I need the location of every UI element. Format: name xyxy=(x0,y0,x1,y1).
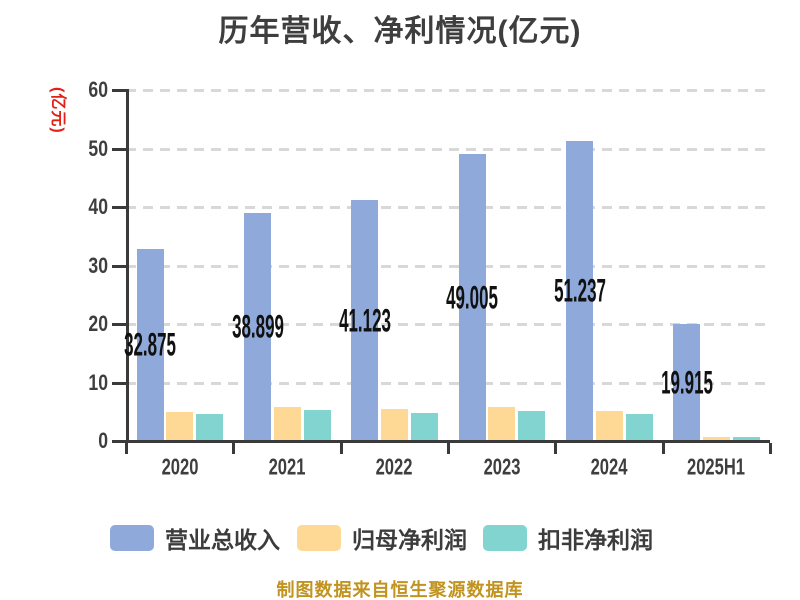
x-tick-label-2024: 2024 xyxy=(590,453,628,480)
bar-net-profit-2023 xyxy=(488,407,516,441)
bar-deducted-net-profit-2024 xyxy=(625,414,653,441)
y-tick-label: 20 xyxy=(88,311,108,336)
bar-revenue-2023 xyxy=(458,154,486,441)
bar-net-profit-2025H1 xyxy=(702,437,730,441)
x-axis-tick xyxy=(447,443,450,454)
bar-revenue-2025H1 xyxy=(673,324,701,441)
bar-deducted-net-profit-2021 xyxy=(303,410,331,441)
gridline xyxy=(126,381,770,385)
legend-label-deducted-net-profit: 扣非净利润 xyxy=(538,527,653,553)
y-tick-label: 30 xyxy=(88,252,108,278)
y-axis-tick xyxy=(112,381,126,385)
x-axis-tick xyxy=(554,443,558,454)
x-tick-label-2025H1: 2025H1 xyxy=(687,453,746,480)
y-tick-label: 40 xyxy=(88,194,108,219)
value-label-2025H1: 19.915 xyxy=(660,364,713,401)
y-axis-tick xyxy=(112,206,126,209)
y-tick-label: 0 xyxy=(98,428,108,453)
legend-item-deducted-net-profit: 扣非净利润 xyxy=(483,521,653,555)
gridline xyxy=(126,264,770,268)
x-axis-tick xyxy=(769,443,772,454)
value-label-2021: 38.899 xyxy=(231,308,284,345)
y-tick-label: 10 xyxy=(88,369,108,395)
y-axis-tick xyxy=(112,323,126,326)
value-label-2020: 32.875 xyxy=(124,326,177,363)
legend-swatch-net-profit xyxy=(297,525,341,551)
legend-swatch-deducted-net-profit xyxy=(483,525,527,551)
bar-deducted-net-profit-2023 xyxy=(518,411,546,441)
y-tick-label: 60 xyxy=(88,77,108,102)
gridline xyxy=(126,89,770,92)
bar-net-profit-2020 xyxy=(166,412,194,441)
x-tick-label-2021: 2021 xyxy=(268,453,306,480)
bar-revenue-2021 xyxy=(244,213,271,441)
value-label-2024: 51.237 xyxy=(553,272,606,309)
data-source-note: 制图数据来自恒生聚源数据库 xyxy=(276,580,524,600)
x-axis-tick xyxy=(339,443,343,454)
value-label-2023: 49.005 xyxy=(446,279,499,316)
legend-label-net-profit: 归母净利润 xyxy=(352,527,467,553)
gridline xyxy=(126,206,770,209)
y-axis-tick xyxy=(112,264,126,268)
x-axis-tick xyxy=(661,443,665,454)
bar-net-profit-2021 xyxy=(273,407,301,441)
x-tick-label-2023: 2023 xyxy=(483,453,521,480)
bar-deducted-net-profit-2020 xyxy=(196,414,224,441)
x-tick-label-2022: 2022 xyxy=(375,453,413,480)
bar-revenue-2024 xyxy=(566,141,593,441)
legend-item-net-profit: 归母净利润 xyxy=(297,521,467,555)
x-axis-tick xyxy=(232,443,236,454)
gridline xyxy=(126,147,770,151)
legend-item-revenue: 营业总收入 xyxy=(110,521,280,555)
bar-deducted-net-profit-2025H1 xyxy=(732,437,760,441)
bar-net-profit-2022 xyxy=(380,409,408,441)
x-tick-label-2020: 2020 xyxy=(161,453,199,480)
y-axis-line xyxy=(126,89,129,443)
gridline xyxy=(126,323,770,326)
bar-revenue-2022 xyxy=(351,200,379,441)
legend-swatch-revenue xyxy=(110,525,154,551)
y-tick-label: 50 xyxy=(88,135,108,161)
bar-deducted-net-profit-2022 xyxy=(410,413,438,441)
x-axis-line xyxy=(126,440,770,443)
bar-net-profit-2024 xyxy=(595,411,623,441)
y-axis-tick xyxy=(112,440,126,443)
chart-title: 历年营收、净利情况(亿元) xyxy=(218,15,582,48)
value-label-2022: 41.123 xyxy=(338,302,391,339)
bar-revenue-2020 xyxy=(136,249,164,441)
y-axis-tick xyxy=(112,89,126,92)
legend-label-revenue: 营业总收入 xyxy=(165,527,280,553)
y-axis-tick xyxy=(112,147,126,151)
x-axis-tick xyxy=(125,443,128,454)
